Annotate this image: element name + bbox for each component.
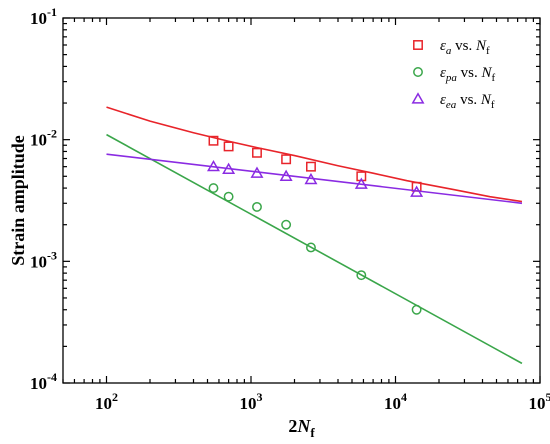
data-point-ea bbox=[281, 154, 292, 165]
y-tick-label: 10-1 bbox=[30, 5, 57, 28]
legend-marker-ea bbox=[413, 40, 423, 50]
data-point-eea bbox=[279, 169, 293, 181]
data-point-eea bbox=[354, 177, 368, 189]
data-point-eea bbox=[222, 162, 236, 175]
x-tick-label: 103 bbox=[239, 390, 262, 413]
y-tick-label: 10-3 bbox=[30, 248, 57, 271]
x-axis-title: 2Nf bbox=[288, 416, 315, 440]
y-tick-label: 10-4 bbox=[30, 370, 57, 393]
y-axis-title: Strain amplitude bbox=[8, 135, 28, 266]
legend-entry-eea: εea vs. Nf bbox=[411, 92, 495, 111]
data-point-ea bbox=[208, 135, 219, 146]
data-point-eea bbox=[206, 159, 220, 172]
plot-area bbox=[62, 17, 541, 384]
data-point-ea bbox=[252, 147, 262, 158]
data-point-eea bbox=[250, 166, 264, 178]
series-ea bbox=[106, 106, 523, 203]
data-point-eea bbox=[304, 172, 318, 185]
legend-label-eea: εea vs. Nf bbox=[440, 92, 495, 111]
data-point-epa bbox=[281, 219, 292, 230]
data-point-epa bbox=[252, 201, 262, 212]
x-tick-label: 104 bbox=[384, 390, 407, 413]
series-epa bbox=[106, 133, 523, 365]
plot-frame bbox=[62, 17, 541, 384]
legend-entry-ea: εa vs. Nf bbox=[413, 38, 490, 57]
fit-line-ea bbox=[106, 106, 523, 203]
legend-marker-eea bbox=[411, 92, 425, 104]
data-point-epa bbox=[411, 304, 422, 315]
data-point-ea bbox=[223, 141, 234, 152]
legend-entry-epa: εpa vs. Nf bbox=[413, 65, 496, 84]
data-point-epa bbox=[223, 191, 234, 202]
y-tick-label: 10-2 bbox=[30, 127, 57, 150]
legend-marker-epa bbox=[413, 67, 423, 77]
data-point-epa bbox=[306, 242, 316, 253]
data-point-ea bbox=[306, 161, 316, 172]
x-tick-label: 105 bbox=[529, 390, 550, 413]
data-point-eea bbox=[410, 185, 424, 197]
legend-label-ea: εa vs. Nf bbox=[440, 38, 490, 57]
legend: εa vs. Nf εpa vs. Nf εea vs. Nf bbox=[411, 38, 496, 111]
series-eea bbox=[106, 153, 523, 205]
legend-label-epa: εpa vs. Nf bbox=[440, 65, 496, 84]
data-point-epa bbox=[356, 270, 367, 281]
series-layer bbox=[106, 106, 523, 365]
axes-layer: 102 103 104 105 10-4 10-3 10-2 10-1 2Nf Strain am… bbox=[8, 5, 550, 440]
data-point-epa bbox=[208, 183, 219, 194]
x-tick-label: 102 bbox=[95, 390, 118, 413]
